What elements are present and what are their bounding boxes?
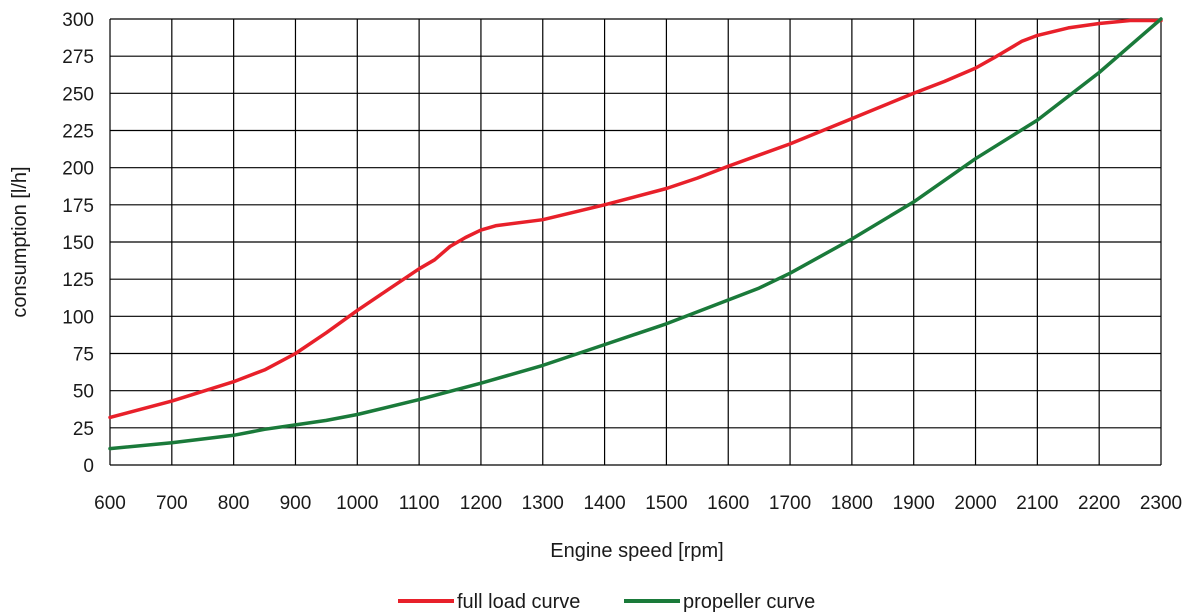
x-tick-label-1500: 1500	[645, 493, 687, 514]
x-tick-label-1900: 1900	[893, 493, 935, 514]
x-tick-label-1100: 1100	[399, 493, 440, 514]
y-tick-label-125: 125	[62, 270, 94, 291]
y-tick-label-175: 175	[62, 196, 94, 217]
series-lines	[108, 17, 1163, 451]
legend-label-1: propeller curve	[683, 591, 815, 613]
x-tick-label-1200: 1200	[460, 493, 502, 514]
y-tick-label-250: 250	[62, 84, 94, 105]
x-axis-tick-labels: 600 700 800 900 1000 1100 1200 1300 1400 1500 1600…	[94, 493, 1182, 514]
x-tick-label-2200: 2200	[1078, 493, 1120, 514]
x-tick-label-2000: 2000	[954, 493, 996, 514]
y-tick-label-0: 0	[83, 456, 94, 477]
x-tick-label-1300: 1300	[522, 493, 564, 514]
y-tick-label-100: 100	[62, 307, 94, 328]
x-tick-label-2300: 2300	[1140, 493, 1182, 514]
x-tick-label-1000: 1000	[336, 493, 378, 514]
y-axis-title: consumption [l/h]	[9, 166, 31, 317]
y-tick-label-300: 300	[62, 10, 94, 31]
y-tick-label-75: 75	[73, 345, 94, 366]
legend: full load curve propeller curve	[398, 591, 815, 613]
x-tick-label-1800: 1800	[831, 493, 873, 514]
x-tick-label-1400: 1400	[583, 493, 625, 514]
x-tick-label-1700: 1700	[769, 493, 811, 514]
series-line-1	[108, 17, 1163, 451]
x-axis-title: Engine speed [rpm]	[550, 540, 723, 562]
y-tick-label-150: 150	[62, 233, 94, 254]
y-tick-label-25: 25	[73, 419, 94, 440]
x-tick-label-700: 700	[156, 493, 188, 514]
series-line-0	[108, 18, 1163, 420]
x-tick-label-2100: 2100	[1016, 493, 1058, 514]
legend-label-0: full load curve	[457, 591, 580, 613]
y-tick-label-225: 225	[62, 122, 94, 143]
x-tick-label-600: 600	[94, 493, 126, 514]
x-tick-label-800: 800	[218, 493, 250, 514]
x-tick-label-900: 900	[280, 493, 312, 514]
y-tick-label-50: 50	[73, 382, 94, 403]
y-tick-label-200: 200	[62, 159, 94, 180]
x-tick-label-1600: 1600	[707, 493, 749, 514]
y-tick-label-275: 275	[62, 47, 94, 68]
grid-lines	[109, 18, 1162, 466]
y-axis-tick-labels: 0 25 50 75 100 125 150 175 200 225 250 275 300	[62, 10, 94, 477]
